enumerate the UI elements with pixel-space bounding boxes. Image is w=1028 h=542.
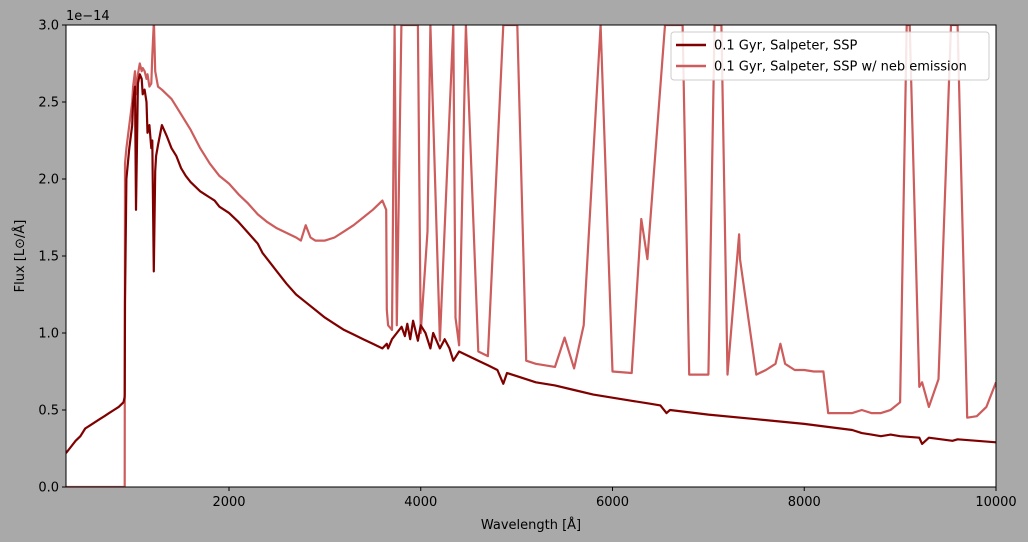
x-axis-label: Wavelength [Å] <box>481 517 581 533</box>
y-tick-label: 1.5 <box>38 250 59 265</box>
x-tick-label: 2000 <box>212 495 245 510</box>
y-tick-label: 0.0 <box>38 481 59 496</box>
legend-label-0: 0.1 Gyr, Salpeter, SSP <box>714 39 857 54</box>
series-line-0 <box>66 73 996 454</box>
x-axis-ticks: 2000 4000 6000 8000 10000 <box>212 487 1017 510</box>
x-tick-label: 4000 <box>404 495 437 510</box>
y-tick-label: 3.0 <box>38 19 59 34</box>
series-layer <box>66 25 996 487</box>
y-axis-label: Flux [L⊙/Å] <box>12 220 28 293</box>
series-line-1 <box>66 25 996 487</box>
x-tick-label: 8000 <box>788 495 821 510</box>
legend-box <box>670 31 990 81</box>
x-tick-label: 6000 <box>596 495 629 510</box>
plot-area <box>66 25 996 487</box>
y-offset-label: 1e−14 <box>66 9 110 24</box>
legend: 0.1 Gyr, Salpeter, SSP 0.1 Gyr, Salpeter… <box>670 31 990 81</box>
y-axis-ticks: 0.0 0.5 1.0 1.5 2.0 2.5 3.0 <box>38 19 66 496</box>
y-tick-label: 2.5 <box>38 96 59 111</box>
legend-label-1: 0.1 Gyr, Salpeter, SSP w/ neb emission <box>714 60 967 75</box>
y-tick-label: 0.5 <box>38 404 59 419</box>
x-tick-label: 10000 <box>975 495 1016 510</box>
y-tick-label: 1.0 <box>38 327 59 342</box>
y-tick-label: 2.0 <box>38 173 59 188</box>
